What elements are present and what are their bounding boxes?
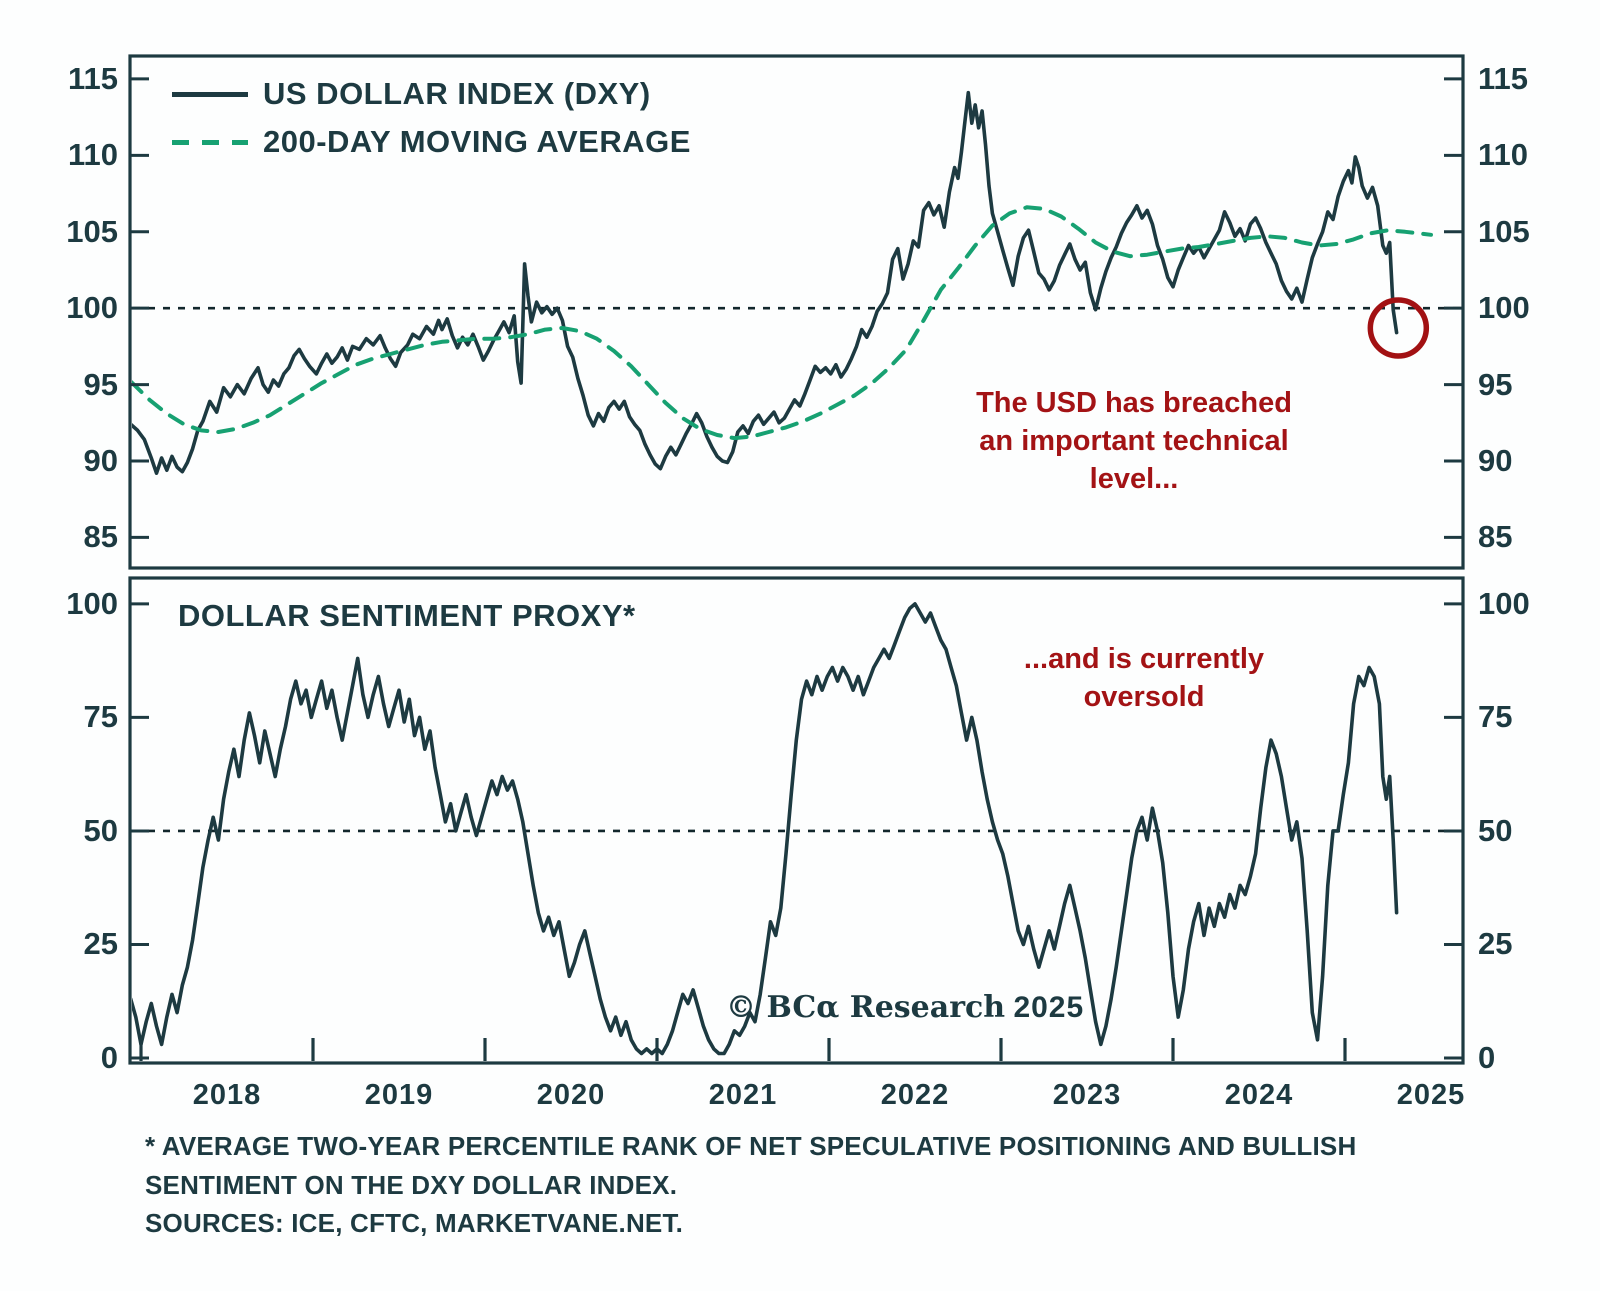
y-axis-label-left: 110 <box>67 137 118 173</box>
x-axis-label-2020: 2020 <box>536 1079 606 1111</box>
y-axis-label-left: 105 <box>66 213 118 249</box>
moving-average-legend-label: 200-DAY MOVING AVERAGE <box>263 124 691 159</box>
dollar-sentiment-proxy-line <box>132 602 1399 1056</box>
y-axis-label-left: 25 <box>83 926 118 962</box>
x-axis-label-2018: 2018 <box>192 1079 262 1111</box>
moving-average-swatch <box>172 139 248 145</box>
footnote-line-3: SOURCES: ICE, CFTC, MARKETVANE.NET. <box>145 1208 684 1238</box>
y-axis-label-right: 115 <box>1478 60 1529 96</box>
x-axis-label-2023: 2023 <box>1052 1079 1122 1111</box>
y-axis-label-left: 95 <box>83 366 118 402</box>
y-axis-label-right: 50 <box>1478 812 1513 848</box>
copyright-notice: © BCα Research 2025 <box>726 990 1084 1025</box>
x-axis-label-2024: 2024 <box>1224 1079 1294 1111</box>
y-axis-label-right: 0 <box>1478 1040 1496 1075</box>
legend-item-dxy: US DOLLAR INDEX (DXY) <box>172 74 691 114</box>
annotation-usd-breach: The USD has breached an important techni… <box>976 387 1292 495</box>
annotation-oversold: ...and is currently oversold <box>1023 643 1265 713</box>
y-axis-label-right: 100 <box>1478 585 1530 621</box>
y-axis-label-right: 110 <box>1478 137 1529 173</box>
sentiment-panel-border <box>128 576 1465 1065</box>
y-axis-label-right: 25 <box>1478 926 1513 962</box>
y-axis-label-left: 50 <box>83 812 118 848</box>
footnotes: * AVERAGE TWO-YEAR PERCENTILE RANK OF NE… <box>145 1127 1356 1243</box>
footnote-line-2: SENTIMENT ON THE DXY DOLLAR INDEX. <box>145 1169 678 1200</box>
y-axis-label-left: 0 <box>100 1040 118 1075</box>
y-axis-label-left: 85 <box>83 519 118 555</box>
legend-item-moving-average: 200-DAY MOVING AVERAGE <box>172 122 691 162</box>
y-axis-label-left: 100 <box>66 585 118 621</box>
y-axis-label-left: 75 <box>83 699 118 735</box>
breach-highlight-circle <box>1367 297 1430 359</box>
sentiment-panel-title: DOLLAR SENTIMENT PROXY* <box>178 598 636 633</box>
brand-text: © BCα Research <box>726 990 1006 1025</box>
dxy-legend-label: US DOLLAR INDEX (DXY) <box>263 76 651 111</box>
y-axis-label-left: 115 <box>67 60 118 96</box>
copyright-year: 2025 <box>1013 991 1085 1024</box>
legend: US DOLLAR INDEX (DXY) 200-DAY MOVING AVE… <box>172 74 691 170</box>
dxy-panel-border <box>128 54 1465 570</box>
x-axis-label-2021: 2021 <box>708 1079 778 1111</box>
y-axis-label-right: 90 <box>1478 443 1513 478</box>
y-axis-label-left: 100 <box>66 290 118 326</box>
x-axis-label-2019: 2019 <box>364 1079 434 1111</box>
y-axis-label-right: 105 <box>1478 213 1530 249</box>
y-axis-label-left: 90 <box>83 443 118 478</box>
200-day-moving-average-line <box>132 205 1433 441</box>
x-axis-label-2022: 2022 <box>880 1079 950 1111</box>
x-axis-label-2025: 2025 <box>1396 1079 1466 1111</box>
y-axis-label-right: 75 <box>1478 699 1513 735</box>
dxy-line-swatch <box>172 91 248 97</box>
y-axis-label-right: 95 <box>1478 366 1513 402</box>
y-axis-label-right: 85 <box>1478 519 1513 555</box>
footnote-line-1: * AVERAGE TWO-YEAR PERCENTILE RANK OF NE… <box>145 1131 1357 1161</box>
y-axis-label-right: 100 <box>1478 290 1530 326</box>
